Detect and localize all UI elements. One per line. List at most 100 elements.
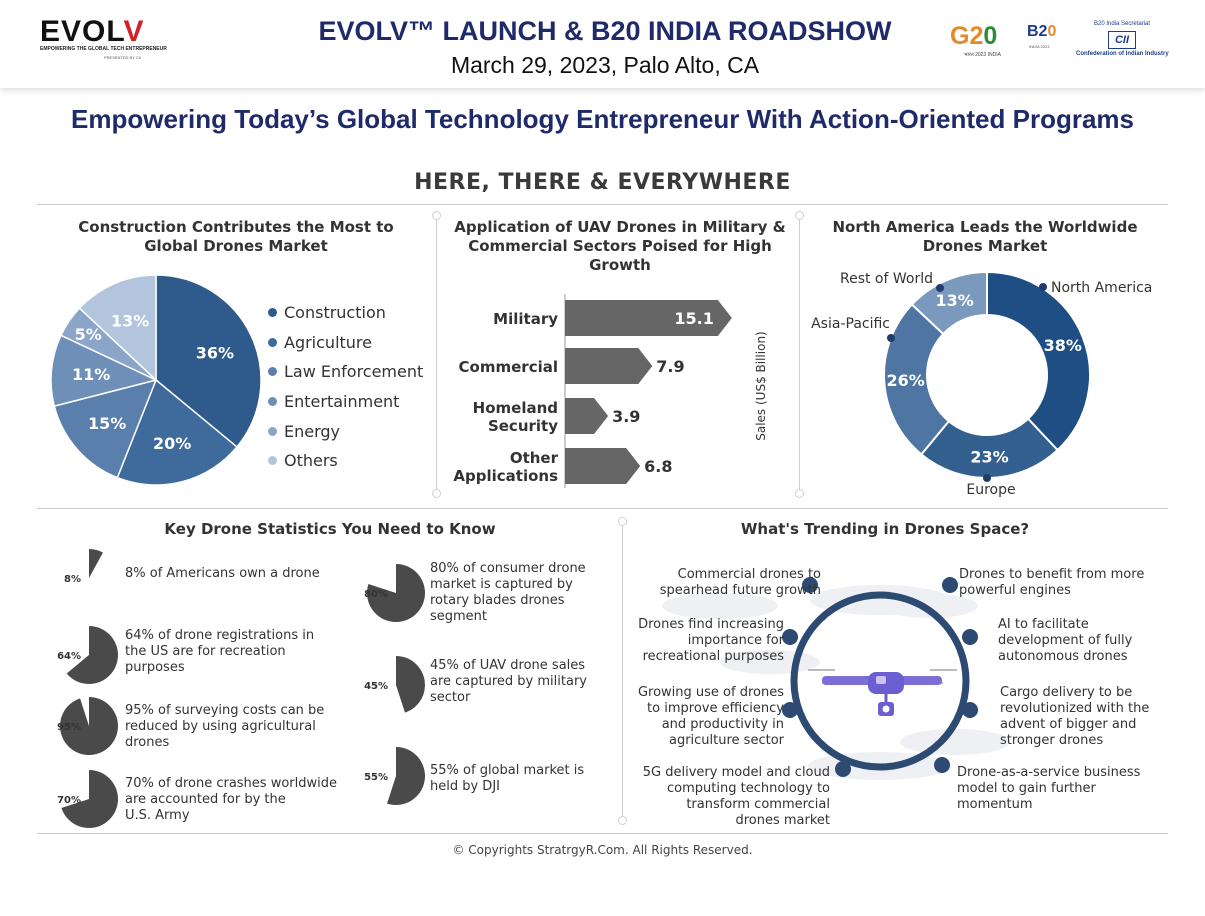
pie-slice bbox=[116, 378, 238, 486]
evolv-logo-tagline: EMPOWERING THE GLOBAL TECH ENTREPRENEUR bbox=[40, 46, 167, 52]
stat-line: 64% of drone registrations in bbox=[125, 628, 315, 643]
bar-category-label: Applications bbox=[453, 467, 558, 485]
trend-line: Growing use of drones bbox=[637, 685, 784, 700]
legend-label: Construction bbox=[284, 303, 386, 323]
bar bbox=[565, 300, 732, 336]
legend-label: Law Enforcement bbox=[284, 362, 424, 382]
trend-node bbox=[835, 761, 851, 777]
bar-category-label: Security bbox=[488, 417, 558, 435]
donut-category-label: North America bbox=[1051, 280, 1152, 296]
stat-line: the US are for recreation bbox=[125, 644, 286, 659]
section-title: HERE, THERE & EVERYWHERE bbox=[414, 170, 791, 195]
stat-text: 80% of consumer drone market is captured … bbox=[430, 561, 586, 625]
trend-text: Commercial drones to spearhead future gro… bbox=[660, 567, 821, 599]
trend-line: stronger drones bbox=[1000, 733, 1104, 748]
bar-category-label: Military bbox=[493, 310, 558, 328]
trend-line: drones market bbox=[735, 813, 830, 828]
divider-dot bbox=[618, 816, 627, 825]
cii-secretariat-label: B20 India Secretariat bbox=[1094, 21, 1151, 27]
stat-line: purposes bbox=[125, 660, 185, 675]
legend-swatch bbox=[268, 426, 277, 436]
donut-slice-label: 23% bbox=[970, 447, 1008, 466]
legend-swatch bbox=[268, 397, 277, 407]
legend-item: Law Enforcement bbox=[268, 357, 423, 387]
cii-name: Confederation of Indian Industry bbox=[1076, 51, 1169, 57]
stat-pie-label: 80% bbox=[364, 589, 388, 600]
pie-slice-label: 20% bbox=[153, 434, 191, 453]
divider-dot bbox=[795, 489, 804, 498]
stat-line: are captured by military bbox=[430, 674, 587, 689]
trend-line: agriculture sector bbox=[668, 733, 784, 748]
panel-divider-1 bbox=[436, 216, 437, 494]
legend-item: Others bbox=[268, 446, 423, 476]
stat-line: market is captured by bbox=[430, 577, 573, 592]
pie-slice-label: 13% bbox=[111, 311, 149, 330]
donut-callout-dot bbox=[1039, 283, 1047, 291]
cloud-shape bbox=[662, 593, 778, 619]
stat-pie-slice bbox=[66, 626, 118, 684]
stat-line: 55% of global market is bbox=[430, 763, 585, 778]
trend-line: autonomous drones bbox=[998, 649, 1128, 664]
stat-pie-slice bbox=[387, 747, 425, 805]
stat-line: held by DJI bbox=[430, 779, 500, 794]
cloud-shape bbox=[810, 585, 950, 615]
bar-category-label: Commercial bbox=[459, 358, 558, 376]
panel-divider-2 bbox=[799, 216, 800, 494]
event-title: EVOLV™ LAUNCH & B20 INDIA ROADSHOW bbox=[318, 16, 892, 46]
stat-line: rotary blades drones bbox=[430, 593, 565, 608]
trend-line: transform commercial bbox=[686, 797, 830, 812]
pie-slice bbox=[53, 378, 158, 479]
trend-text: Drone-as-a-service business model to gain… bbox=[957, 765, 1140, 813]
stat-pie-slice bbox=[89, 549, 103, 578]
bar bbox=[565, 398, 609, 434]
evolv-logo-presented: PRESENTED BY CII bbox=[104, 55, 142, 60]
bar bbox=[565, 448, 641, 484]
cloud-shape bbox=[900, 729, 1010, 755]
pie-chart-title: Construction Contributes the Most to Glo… bbox=[78, 218, 394, 255]
trend-node bbox=[802, 577, 818, 593]
pie-slice-label: 36% bbox=[196, 343, 234, 362]
donut-slice bbox=[986, 270, 1091, 452]
headline: Empowering Today’s Global Technology Ent… bbox=[71, 104, 1134, 134]
stat-pie-slice bbox=[61, 770, 118, 828]
bar-category-label: Homeland bbox=[473, 399, 558, 417]
trend-line: development of fully bbox=[998, 633, 1133, 648]
stat-text: 55% of global market is held by DJI bbox=[430, 763, 584, 795]
evolv-logo-accent: V bbox=[123, 15, 145, 48]
pie-slice-label: 11% bbox=[72, 365, 110, 384]
legend-item: Agriculture bbox=[268, 328, 423, 358]
donut-callout-dot bbox=[887, 334, 895, 342]
trend-line: AI to facilitate bbox=[998, 617, 1089, 632]
trend-line: Drones find increasing bbox=[638, 617, 784, 632]
bar-value-label: 6.8 bbox=[644, 457, 672, 476]
legend-swatch bbox=[268, 337, 277, 347]
donut-slice-label: 13% bbox=[935, 291, 973, 310]
pie-slice bbox=[78, 274, 157, 382]
donut-slice-label: 38% bbox=[1044, 336, 1082, 355]
trend-text: Growing use of drones to improve efficien… bbox=[638, 685, 784, 749]
trend-line: importance for bbox=[687, 633, 784, 648]
trend-text: Drones to benefit from more powerful engi… bbox=[959, 567, 1144, 599]
legend-label: Agriculture bbox=[284, 332, 372, 352]
donut-category-label: Asia-Pacific bbox=[811, 316, 890, 332]
stat-pie-label: 70% bbox=[57, 795, 81, 806]
stat-text: 45% of UAV drone sales are captured by mi… bbox=[430, 658, 587, 706]
trend-line: advent of bigger and bbox=[1000, 717, 1137, 732]
donut-slice-label: 26% bbox=[887, 371, 925, 390]
trend-node bbox=[782, 629, 798, 645]
stat-pie-slice bbox=[366, 564, 425, 623]
stat-line: are accounted for by the bbox=[125, 792, 286, 807]
trend-node bbox=[782, 702, 798, 718]
stat-pie-slice bbox=[396, 656, 426, 713]
trend-line: to improve efficiency bbox=[647, 701, 784, 716]
g20-logo-text: G2 bbox=[950, 22, 984, 50]
stat-pie-label: 95% bbox=[57, 722, 81, 733]
g20-logo: G20 bbox=[950, 22, 997, 51]
trend-line: momentum bbox=[957, 797, 1033, 812]
bottom-divider bbox=[37, 833, 1168, 834]
cii-logo: CII bbox=[1108, 31, 1136, 49]
trend-line: computing technology to bbox=[667, 781, 830, 796]
trend-text: AI to facilitate development of fully auto… bbox=[998, 617, 1132, 665]
stat-line: 45% of UAV drone sales bbox=[430, 658, 586, 673]
trend-line: and productivity in bbox=[661, 717, 784, 732]
